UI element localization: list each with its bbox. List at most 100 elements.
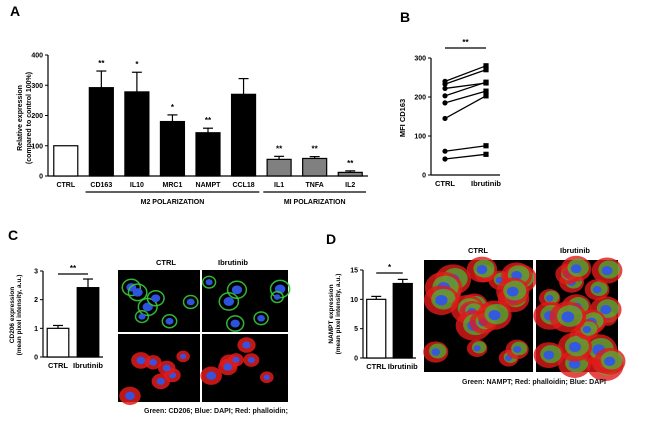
c-image-ctrl-red-nucleus	[136, 356, 146, 365]
d-image-ctrl-nucleus	[488, 310, 501, 321]
c-image-ctrl-green-cell-ring	[146, 289, 165, 307]
a-sig-il2: **	[347, 159, 354, 168]
b-ytick-label: 100	[414, 134, 426, 141]
d-image-ctrl	[423, 256, 538, 372]
a-bar-ccl18	[230, 93, 257, 177]
b-pair-line-5	[444, 95, 487, 120]
b-point-ctrl-6	[442, 148, 448, 154]
c-ytick-label: 0	[34, 355, 38, 362]
c-image-ibrutinib-green-nucleus	[230, 319, 240, 328]
a-bar-il10	[124, 91, 150, 177]
b-xtick-label-ibrutinib: Ibrutinib	[471, 179, 501, 188]
c-image-ibrutinib-red-nucleus	[247, 356, 255, 364]
b-point-ibrutinib-1	[483, 67, 489, 73]
c-ylabel: CD206 expression	[9, 287, 16, 343]
b-point-ibrutinib-5	[483, 93, 489, 99]
b-pair-line-3	[444, 81, 487, 97]
c-column-label-ctrl: CTRL	[156, 258, 176, 267]
d-image-ibrutinib-nucleus	[570, 264, 582, 274]
c-image-ibrutinib-green-nucleus	[205, 279, 213, 286]
d-image-ibrutinib-nucleus	[545, 294, 554, 302]
c-image-ibrutinib-red	[200, 334, 288, 402]
d-ytick-label: 0	[354, 356, 358, 363]
c-image-ctrl-green-nucleus	[151, 294, 161, 303]
caption-panel-c: Green: CD206; Blue: DAPI; Red: phalloidi…	[144, 408, 288, 415]
a-sig-il10: *	[135, 60, 139, 69]
b-point-ctrl-1	[442, 81, 448, 87]
a-bar-cd163	[88, 87, 114, 177]
a-sig-mrc1: *	[171, 103, 175, 112]
d-ytick-label: 10	[350, 297, 358, 304]
a-ytick-label: 0	[39, 174, 43, 181]
a-bar-nampt	[195, 132, 221, 177]
a-group-label-0: M2 POLARIZATION	[141, 199, 205, 206]
c-image-ctrl-green-bg	[118, 270, 200, 332]
c-ytick-label: 3	[34, 269, 38, 276]
d-image-ctrl-nucleus	[431, 348, 441, 356]
a-ytick-label: 300	[31, 83, 43, 90]
b-point-ibrutinib-3	[483, 79, 489, 85]
d-ylabel: NAMPT expression	[328, 284, 335, 343]
b-point-ibrutinib-0	[483, 63, 489, 69]
b-pair-line-0	[444, 65, 487, 83]
c-image-ctrl-green-nucleus	[138, 313, 146, 320]
c-image-ctrl-green-cell-ring	[127, 283, 148, 302]
d-image-ctrl-nucleus	[435, 295, 448, 306]
a-sig-tnfa: **	[312, 145, 319, 154]
b-point-ctrl-5	[442, 115, 448, 122]
c-image-ctrl-green-cell-ring	[134, 310, 150, 324]
b-pair-line-4	[444, 90, 487, 104]
c-image-ibrutinib-green-cell-ring	[201, 275, 217, 289]
b-pair-line-1	[444, 69, 487, 85]
a-sig-cd163: **	[98, 59, 105, 68]
a-xtick-label-mrc1: MRC1	[163, 182, 183, 189]
d-ytick-label: 5	[354, 326, 358, 333]
b-point-ctrl-7	[442, 156, 448, 162]
a-ytick-label: 100	[31, 143, 43, 150]
b-sig: **	[462, 38, 469, 47]
c-image-ibrutinib-green-cell-ring	[253, 311, 269, 326]
a-xtick-label-ctrl: CTRL	[56, 182, 75, 189]
c-image-ctrl-green-cell-ring	[182, 294, 199, 310]
c-image-ctrl-red-nucleus	[162, 364, 171, 372]
c-image-ibrutinib-red-nucleus	[232, 356, 240, 363]
c-image-ibrutinib-red-nucleus	[263, 374, 270, 380]
c-xtick-label-ctrl: CTRL	[48, 361, 68, 370]
panel-letter-c: C	[8, 227, 18, 243]
b-point-ctrl-4	[442, 100, 448, 106]
b-ytick-label: 300	[414, 56, 426, 63]
d-sig: *	[388, 263, 392, 272]
panel-letter-b: B	[400, 9, 410, 25]
b-ytick-label: 200	[414, 95, 426, 102]
d-column-label-ibrutinib: Ibrutinib	[560, 246, 590, 255]
a-bar-ctrl	[53, 145, 79, 177]
c-ylabel-2: (mean pixel intensity, a.u.)	[16, 275, 23, 356]
c-image-ibrutinib-green-nucleus	[257, 315, 266, 322]
d-ytick-label: 15	[350, 268, 358, 275]
c-image-ibrutinib-green-nucleus	[231, 285, 243, 295]
d-image-ibrutinib-nucleus	[600, 304, 612, 315]
c-image-ibrutinib-green-nucleus	[273, 294, 281, 300]
c-image-ctrl-red-nucleus	[156, 377, 165, 385]
b-pair-line-6	[444, 145, 487, 152]
d-image-ctrl-nucleus	[476, 265, 488, 275]
c-image-ibrutinib-red-nucleus	[223, 363, 233, 371]
b-point-ibrutinib-6	[483, 143, 489, 149]
a-bar-il2	[337, 171, 363, 177]
c-sig: **	[70, 264, 77, 273]
c-image-ctrl-red-nucleus	[149, 359, 157, 366]
c-column-label-ibrutinib: Ibrutinib	[218, 258, 248, 267]
b-point-ibrutinib-7	[483, 151, 489, 157]
c-image-ibrutinib-green-cell-ring	[226, 280, 248, 299]
b-pair-line-7	[444, 153, 487, 160]
panel-letter-d: D	[326, 231, 336, 247]
a-ylabel-2: (compared to control 100%)	[26, 72, 33, 164]
d-bar-ctrl	[366, 298, 387, 359]
a-bar-tnfa	[302, 157, 328, 177]
c-image-ibrutinib-red-nucleus	[242, 341, 251, 349]
d-ylabel-2: (mean pixel intensity, a.u.)	[335, 274, 342, 355]
a-xtick-label-il2: IL2	[345, 182, 355, 189]
c-image-ctrl-red-nucleus	[180, 353, 187, 360]
c-ytick-label: 2	[34, 297, 38, 304]
